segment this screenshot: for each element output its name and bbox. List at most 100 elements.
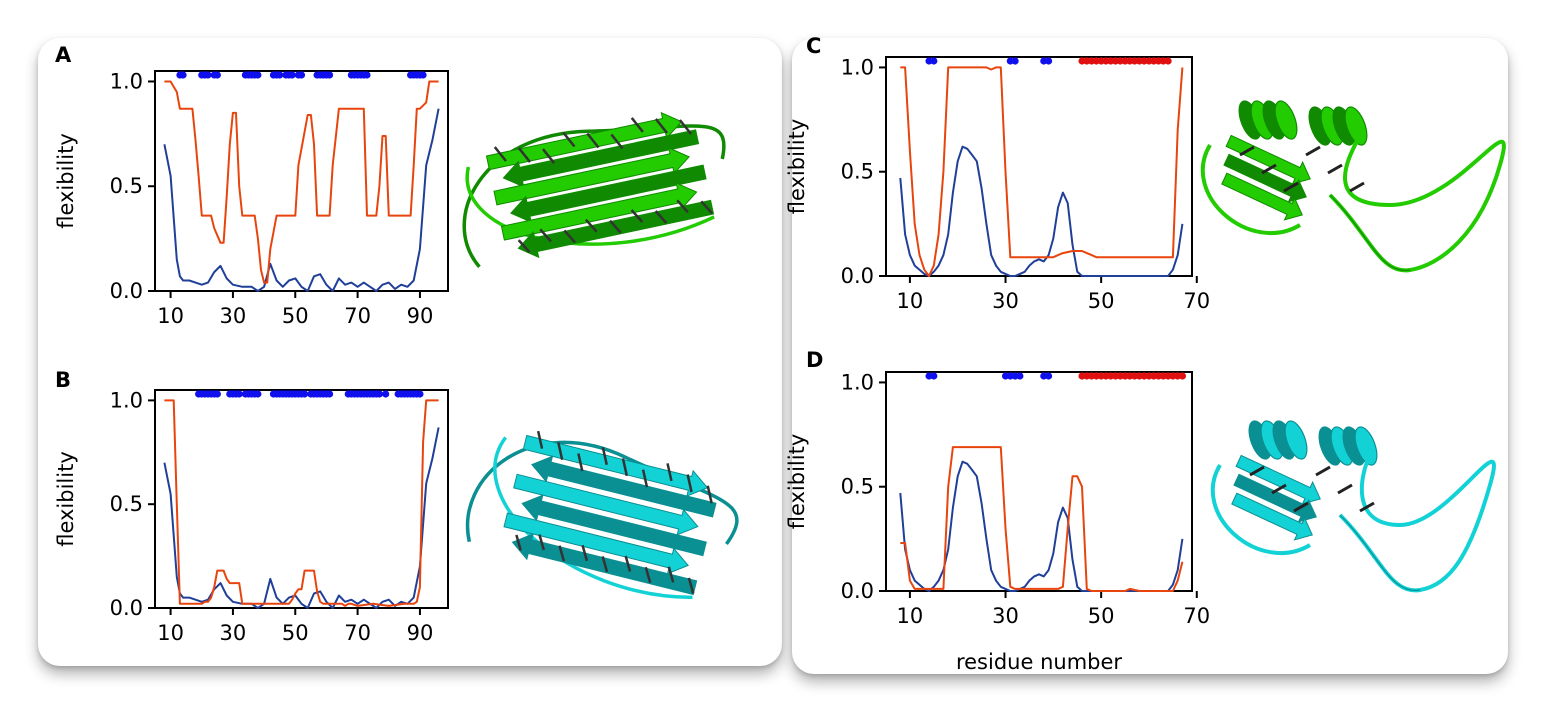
loop-strand xyxy=(1211,463,1312,555)
contact-dash xyxy=(1271,483,1287,495)
residue-marker-red xyxy=(1164,57,1172,65)
contact-dash xyxy=(630,209,644,223)
x-tick-label: 70 xyxy=(1183,604,1210,628)
residue-marker-blue xyxy=(301,390,309,398)
contact-dash xyxy=(1283,181,1299,193)
series-line-blue xyxy=(899,460,1184,592)
x-tick-label: 50 xyxy=(282,621,309,645)
x-tick-label: 70 xyxy=(1183,289,1210,313)
contact-dash xyxy=(1327,163,1343,175)
y-tick-label: 1.0 xyxy=(110,69,143,93)
y-tick-label: 0.5 xyxy=(110,174,143,198)
beta-strand-arrow xyxy=(1235,454,1321,505)
contact-dash xyxy=(676,199,689,214)
x-tick-label: 70 xyxy=(344,621,371,645)
protein-structure-c xyxy=(1201,100,1506,273)
contact-dash xyxy=(621,458,629,477)
contact-dash xyxy=(1337,483,1353,495)
beta-strand-arrow xyxy=(531,455,717,518)
residue-marker-blue xyxy=(179,71,187,79)
protein-structure-d xyxy=(1211,420,1496,593)
contact-dash xyxy=(558,545,566,562)
contact-dash xyxy=(686,474,693,493)
contact-dash xyxy=(1249,465,1265,477)
contact-dash xyxy=(667,566,675,583)
contact-dash xyxy=(1305,145,1321,157)
y-tick-label: 0.0 xyxy=(110,596,143,620)
x-tick-label: 10 xyxy=(157,621,184,645)
residue-marker-blue xyxy=(375,390,384,398)
contact-dash xyxy=(687,577,695,594)
series-line-orange xyxy=(900,446,1184,592)
residue-marker-blue xyxy=(930,372,938,380)
x-tick-label: 10 xyxy=(897,604,924,628)
x-tick-label: 50 xyxy=(1088,604,1115,628)
loop-strand xyxy=(1201,143,1302,235)
y-tick-label: 1.0 xyxy=(841,370,874,394)
y-tick-label: 0.0 xyxy=(841,264,874,288)
contact-dash xyxy=(1315,465,1331,477)
chart-panel-d: D 0.0 0.5 1.0 10 30 50 70 flexibility residue num… xyxy=(785,348,1210,674)
panel-label-d: D xyxy=(806,348,823,372)
contact-dash xyxy=(1239,145,1255,157)
contact-dash xyxy=(641,469,649,488)
residue-marker-blue xyxy=(930,57,938,65)
contact-dash xyxy=(1359,501,1375,513)
x-tick-label: 30 xyxy=(992,289,1019,313)
chart-panel-b: B 0.0 0.5 1.0 10 30 50 70 90 flexibility xyxy=(54,368,449,645)
panel-label-c: C xyxy=(806,34,821,58)
contact-dash xyxy=(610,133,624,150)
residue-marker-blue xyxy=(382,390,390,398)
panel-label-a: A xyxy=(55,43,72,67)
contact-dash xyxy=(562,131,576,148)
series-line-blue xyxy=(163,108,440,292)
beta-strand-arrow xyxy=(503,512,689,575)
residue-marker-blue xyxy=(254,390,262,398)
loop-strand xyxy=(465,440,739,546)
contact-dash xyxy=(586,132,600,149)
chart-panel-a: A 0.0 0.5 1.0 10 30 50 70 90 flexibility xyxy=(54,43,449,328)
axes-frame xyxy=(885,56,1193,277)
contact-dash xyxy=(1293,501,1309,513)
contact-dash xyxy=(700,200,713,215)
contact-dash xyxy=(515,534,522,551)
loop-strand xyxy=(1328,134,1506,273)
y-tick-label: 0.5 xyxy=(841,475,874,499)
contact-dash xyxy=(517,147,532,163)
beta-strand-arrow xyxy=(522,434,709,497)
axes-frame xyxy=(154,389,449,609)
contact-dash xyxy=(678,119,693,135)
axes-frame xyxy=(154,70,449,292)
helix-turn xyxy=(1284,420,1308,460)
helix-turn xyxy=(1274,100,1298,140)
x-tick-label: 90 xyxy=(407,621,434,645)
contact-dash xyxy=(536,430,544,449)
residue-marker-blue xyxy=(297,71,306,79)
x-tick-label: 90 xyxy=(407,304,434,328)
contact-dash xyxy=(581,544,589,562)
residue-marker-blue xyxy=(325,71,334,79)
residue-marker-blue xyxy=(1044,57,1053,65)
contact-dash xyxy=(1349,181,1365,193)
y-axis-label: flexibility xyxy=(785,434,809,530)
series-line-blue xyxy=(899,145,1184,277)
beta-strand-arrow xyxy=(521,494,707,557)
series-line-orange xyxy=(164,399,439,607)
residue-marker-blue xyxy=(213,390,221,398)
y-tick-label: 0.0 xyxy=(110,279,143,303)
contact-dash xyxy=(539,228,552,243)
contact-dash xyxy=(577,453,584,472)
residue-marker-blue xyxy=(416,390,424,398)
residue-marker-blue xyxy=(213,71,221,79)
contact-dash xyxy=(624,555,632,572)
beta-strand-arrow xyxy=(1231,492,1313,541)
loop-outline xyxy=(1339,514,1421,591)
residue-marker-blue xyxy=(363,71,371,79)
axes-frame xyxy=(885,371,1193,592)
contact-dash xyxy=(538,534,545,551)
x-tick-label: 10 xyxy=(157,304,184,328)
contact-dash xyxy=(654,118,668,134)
contact-dash xyxy=(644,566,652,584)
helix-turn xyxy=(1354,426,1378,466)
chart-panel-c: C 0.0 0.5 1.0 10 30 50 70 flexibility xyxy=(785,34,1210,313)
